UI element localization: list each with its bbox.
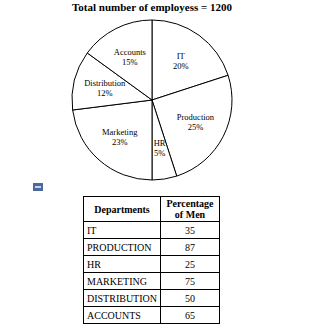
pie-slice [73, 100, 152, 180]
table-header: DepartmentsPercentage of Men [84, 197, 220, 222]
table-cell: 87 [161, 239, 220, 256]
slice-label: IT20% [173, 51, 189, 71]
table-row: DISTRIBUTION50 [84, 290, 220, 307]
table-row: IT35 [84, 222, 220, 239]
slice-value: 15% [122, 57, 138, 67]
slice-value: 25% [188, 122, 204, 132]
slice-category: Marketing [102, 127, 138, 137]
table-cell: DISTRIBUTION [84, 290, 161, 307]
table-cell: ACCOUNTS [84, 307, 161, 324]
slice-label: Distribution12% [84, 78, 126, 98]
slice-category: HR [154, 138, 166, 148]
slice-label: Accounts15% [114, 47, 146, 67]
pie [72, 20, 232, 180]
table-row: PRODUCTION87 [84, 239, 220, 256]
table-cell: 35 [161, 222, 220, 239]
table-cell: 50 [161, 290, 220, 307]
table-row: ACCOUNTS65 [84, 307, 220, 324]
icon [33, 183, 43, 191]
table-row: HR25 [84, 256, 220, 273]
slice-value: 12% [97, 88, 113, 98]
table-cell: 75 [161, 273, 220, 290]
slice-category: IT [177, 51, 186, 61]
slice-label: Marketing23% [102, 127, 138, 147]
table-row: MARKETING75 [84, 273, 220, 290]
slice-label: HR5% [154, 138, 166, 158]
icon-box [33, 183, 43, 191]
slice-value: 5% [154, 148, 165, 158]
data-table: DepartmentsPercentage of MenIT35PRODUCTI… [83, 196, 220, 324]
table-cell: IT [84, 222, 161, 239]
slice-value: 23% [112, 137, 128, 147]
chart-title: Total number of employess = 1200 [72, 1, 232, 13]
table-cell: HR [84, 256, 161, 273]
slice-labels: IT20% Production25% HR5% Marketing23% Distri… [84, 47, 215, 159]
table-cell: MARKETING [84, 273, 161, 290]
slice-category: Accounts [114, 47, 146, 57]
pie-slice [152, 100, 177, 180]
table-cell: PRODUCTION [84, 239, 161, 256]
pie-slice [87, 20, 152, 100]
header-cell: Departments [84, 197, 161, 222]
icon-line [35, 186, 41, 188]
table-cell: 25 [161, 256, 220, 273]
slice-category: Distribution [84, 78, 126, 88]
header-cell: Percentage of Men [161, 197, 220, 222]
slice-category: Production [177, 112, 215, 122]
table-cell: 65 [161, 307, 220, 324]
slice-value: 20% [173, 61, 189, 71]
slice-label: Production25% [177, 112, 215, 132]
